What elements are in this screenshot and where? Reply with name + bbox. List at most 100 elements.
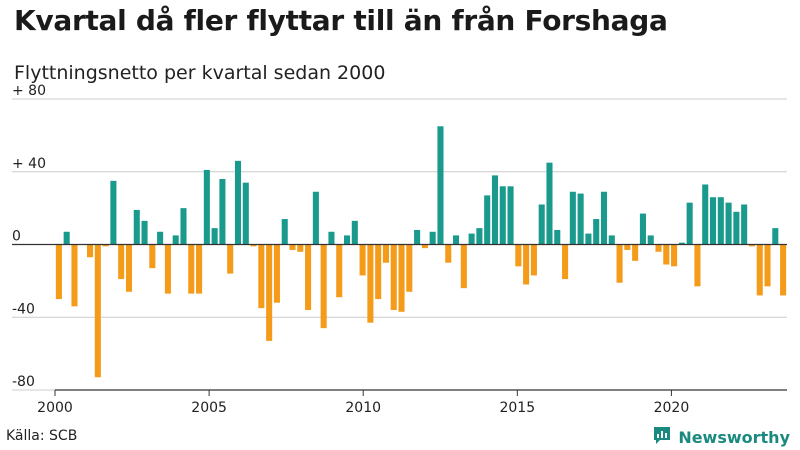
bar [515, 244, 522, 267]
bar [624, 244, 631, 250]
bar [71, 244, 78, 307]
brand-logo[interactable]: Newsworthy [652, 425, 790, 449]
bar [507, 186, 514, 245]
bar [273, 244, 280, 303]
y-tick-label: -40 [12, 301, 35, 317]
bar [453, 235, 460, 245]
bar [63, 231, 70, 245]
bar [133, 209, 140, 245]
bar [702, 184, 709, 245]
bar [367, 244, 374, 323]
bar [312, 191, 319, 245]
x-tick-label: 2015 [499, 400, 535, 416]
bar [406, 244, 413, 292]
bar [538, 204, 545, 245]
bar [102, 244, 109, 247]
bar [227, 244, 234, 274]
x-tick-label: 2005 [191, 400, 227, 416]
bar [320, 244, 327, 329]
x-tick-label: 2000 [37, 400, 73, 416]
bar [258, 244, 265, 309]
bar [196, 244, 203, 294]
bar [616, 244, 623, 283]
bar [499, 186, 506, 245]
brand-name: Newsworthy [678, 427, 790, 447]
bar [351, 220, 358, 245]
bar [328, 231, 335, 245]
bar [149, 244, 156, 269]
bar [608, 235, 615, 245]
bar [289, 244, 296, 250]
bar [336, 244, 343, 298]
bar [172, 235, 179, 245]
bar [647, 235, 654, 245]
bar [741, 204, 748, 245]
bar [593, 219, 600, 245]
bar [398, 244, 405, 312]
bar [188, 244, 195, 294]
bar [281, 219, 288, 245]
bar [600, 191, 608, 245]
bar [375, 244, 382, 300]
bar [382, 244, 389, 263]
y-tick-label: -80 [12, 374, 35, 390]
bar [709, 197, 717, 245]
bar [141, 220, 148, 245]
chart-title: Kvartal då fler flyttar till än från For… [14, 4, 668, 37]
bar [717, 197, 724, 245]
bar [639, 213, 646, 245]
bars [55, 126, 787, 378]
bar [266, 244, 273, 341]
bar [414, 229, 421, 245]
bar [55, 244, 62, 300]
bar [110, 180, 117, 245]
bar [780, 244, 787, 296]
bar [671, 244, 678, 267]
bar [476, 228, 483, 245]
chart-bubble-icon [652, 425, 672, 449]
bar [694, 244, 701, 287]
bar [569, 191, 576, 245]
bar [203, 169, 210, 245]
bar [234, 160, 242, 245]
bar [437, 126, 444, 245]
bar [118, 244, 125, 280]
bar [164, 244, 171, 294]
bar [180, 208, 187, 245]
y-tick-label: 0 [12, 229, 21, 245]
bar [530, 244, 537, 276]
bar [772, 228, 779, 245]
bar [764, 244, 771, 287]
source-note: Källa: SCB [6, 428, 78, 444]
bar [305, 244, 312, 310]
bar [297, 244, 304, 252]
bar [242, 182, 249, 245]
bar [343, 235, 351, 245]
bar [523, 244, 530, 285]
bar [87, 244, 94, 258]
bar [211, 228, 218, 245]
bar [390, 244, 397, 310]
bar [359, 244, 366, 276]
bar [157, 231, 164, 245]
bar [219, 179, 226, 245]
bar [250, 244, 257, 247]
bar [445, 244, 452, 263]
bar [663, 244, 670, 265]
x-tick-label: 2020 [654, 400, 690, 416]
bar [546, 162, 553, 245]
bar [655, 244, 662, 252]
bar [733, 211, 740, 245]
bar [554, 229, 561, 245]
bar [491, 175, 499, 245]
bar [725, 202, 732, 245]
bar [585, 233, 592, 245]
y-tick-label: + 80 [12, 83, 46, 99]
bar [460, 244, 467, 289]
bar [421, 244, 428, 249]
x-tick-label: 2010 [345, 400, 381, 416]
bar [577, 193, 584, 245]
chart-subtitle: Flyttningsnetto per kvartal sedan 2000 [14, 62, 386, 84]
bar [484, 195, 491, 245]
